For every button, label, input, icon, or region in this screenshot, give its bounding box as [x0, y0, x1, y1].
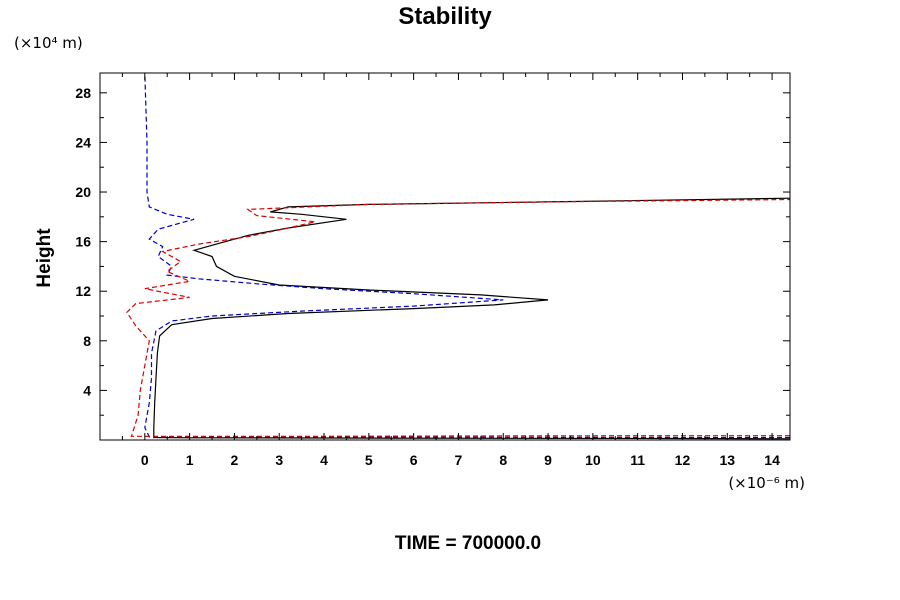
series-line-2: [144, 72, 790, 439]
x-tick-label: 9: [544, 452, 552, 468]
x-tick-label: 6: [410, 452, 418, 468]
x-tick-label: 12: [675, 452, 691, 468]
x-tick-label: 0: [141, 452, 149, 468]
y-tick-label: 12: [75, 283, 91, 299]
y-tick-label: 24: [75, 134, 91, 150]
series-line-3: [126, 198, 791, 437]
x-tick-label: 10: [585, 452, 601, 468]
y-tick-label: 4: [83, 382, 91, 398]
x-tick-label: 13: [719, 452, 735, 468]
x-tick-label: 7: [455, 452, 463, 468]
plot-frame: [99, 72, 791, 441]
y-tick-label: 16: [75, 234, 91, 250]
chart-title: Stability: [398, 3, 492, 30]
x-tick-label: 3: [275, 452, 283, 468]
x-tick-label: 11: [630, 452, 645, 468]
y-tick-label: 20: [75, 184, 91, 200]
y-axis-unit: (×10⁴ m): [14, 34, 83, 52]
x-tick-label: 8: [499, 452, 507, 468]
series-line-1: [153, 197, 791, 440]
x-axis-unit: (×10⁻⁶ m): [728, 474, 805, 492]
x-tick-label: 5: [365, 452, 373, 468]
time-label: TIME = 700000.0: [395, 533, 541, 554]
y-axis-label: Height: [34, 228, 55, 288]
series-group: [126, 72, 791, 440]
y-tick-label: 28: [75, 85, 91, 101]
x-tick-label: 14: [764, 452, 780, 468]
x-tick-label: 1: [186, 452, 194, 468]
x-tick-label: 2: [231, 452, 239, 468]
y-tick-label: 8: [83, 333, 91, 349]
x-tick-label: 4: [320, 452, 328, 468]
